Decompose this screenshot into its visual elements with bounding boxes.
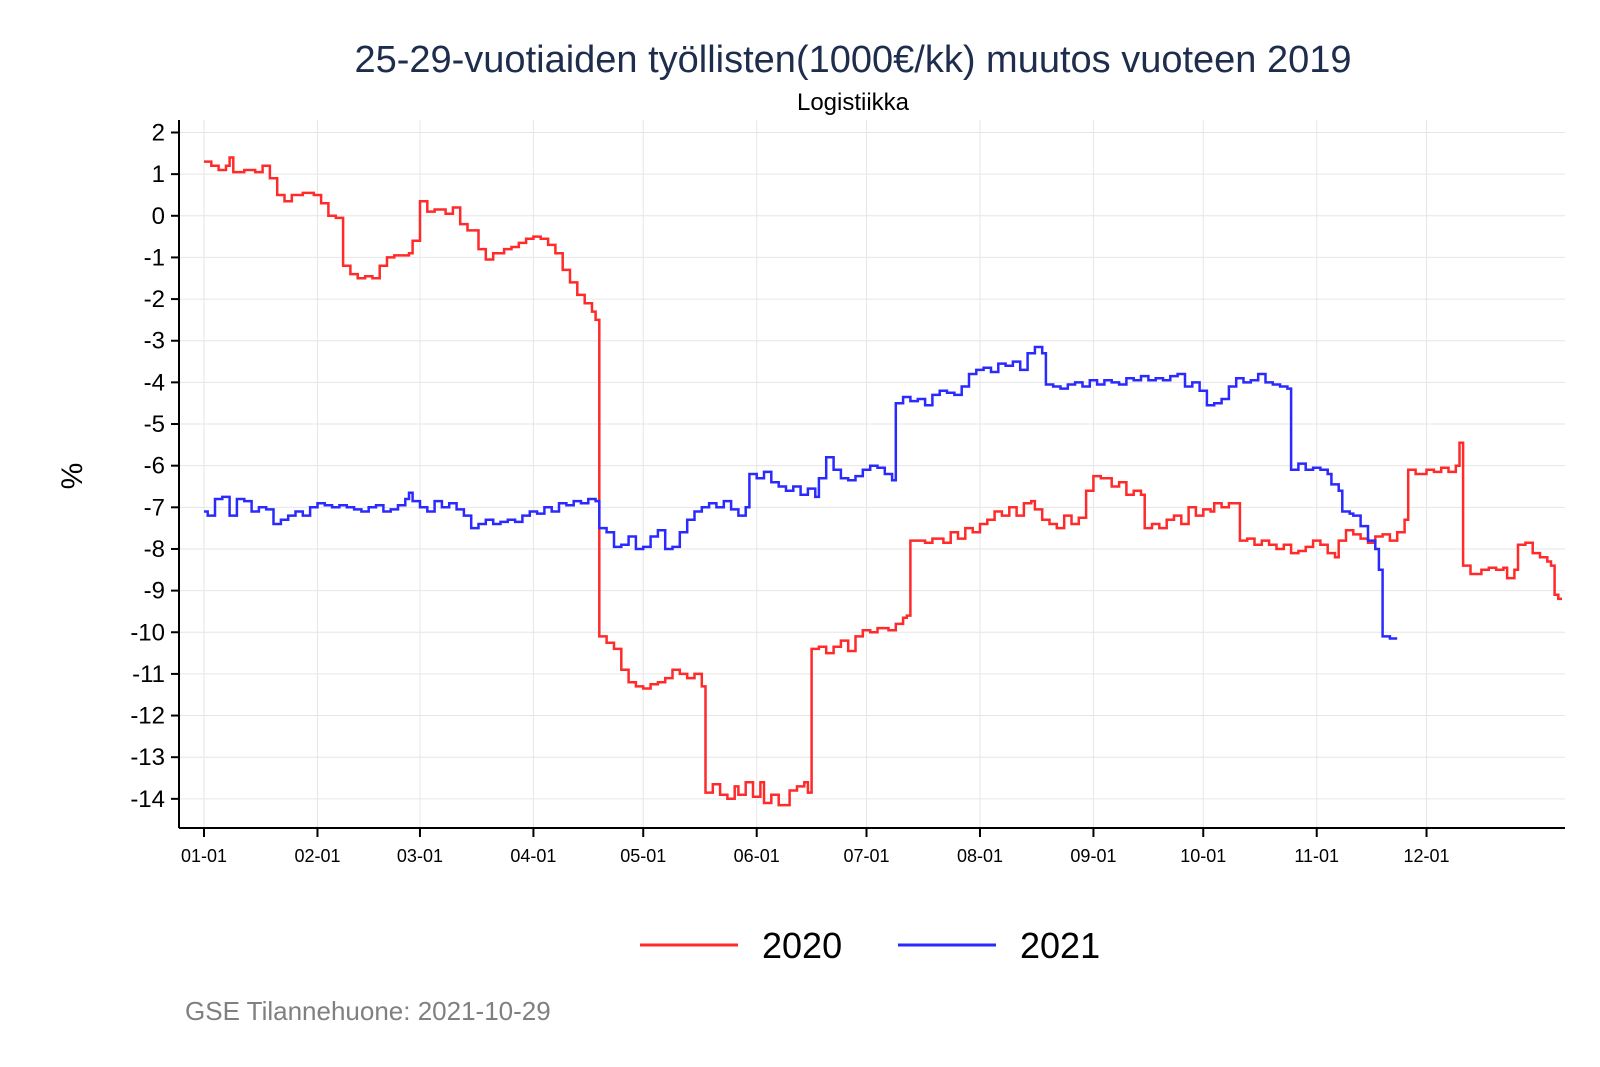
y-tick-label: 0 xyxy=(152,203,165,230)
x-tick-label: 08-01 xyxy=(957,846,1003,866)
y-tick-label: -9 xyxy=(144,578,165,605)
x-tick-label: 09-01 xyxy=(1070,846,1116,866)
axes xyxy=(178,120,1565,829)
x-tick-label: 06-01 xyxy=(734,846,780,866)
x-tick-label: 04-01 xyxy=(510,846,556,866)
y-ticks: 2 1 0 -1 -2 -3 -4 -5 -6 -7 -8 -9 -10 -11 -12 -13 -14 xyxy=(130,119,179,813)
y-tick-label: -2 xyxy=(144,286,165,313)
x-tick-label: 11-01 xyxy=(1294,846,1339,866)
x-tick-label: 03-01 xyxy=(397,846,443,866)
y-tick-label: -8 xyxy=(144,536,165,563)
y-tick-label: 1 xyxy=(152,161,165,188)
y-tick-label: -12 xyxy=(130,703,165,730)
x-tick-label: 07-01 xyxy=(843,846,889,866)
y-tick-label: -5 xyxy=(144,411,165,438)
series-lines xyxy=(204,156,1562,807)
y-tick-label: -14 xyxy=(130,786,165,813)
chart-subtitle: Logistiikka xyxy=(797,89,910,116)
y-tick-label: -1 xyxy=(144,244,165,271)
series-line-2021 xyxy=(204,345,1398,640)
y-tick-label: 2 xyxy=(152,119,165,146)
gridlines xyxy=(179,120,1565,828)
x-tick-label: 01-01 xyxy=(181,846,227,866)
y-tick-label: -4 xyxy=(144,369,165,396)
x-tick-label: 10-01 xyxy=(1180,846,1226,866)
legend: 2020 2021 xyxy=(640,925,1100,966)
y-tick-label: -11 xyxy=(132,661,165,688)
y-tick-label: -6 xyxy=(144,453,165,480)
y-tick-label: -7 xyxy=(144,494,165,521)
x-tick-label: 02-01 xyxy=(294,846,340,866)
series-line-2020 xyxy=(204,156,1562,807)
chart-title: 25-29-vuotiaiden työllisten(1000€/kk) mu… xyxy=(354,39,1351,81)
source-note: GSE Tilannehuone: 2021-10-29 xyxy=(185,996,551,1026)
x-ticks: 01-01 02-01 03-01 04-01 05-01 06-01 07-01 08-01… xyxy=(181,828,1450,866)
y-tick-label: -3 xyxy=(144,328,165,355)
x-tick-label: 12-01 xyxy=(1404,846,1450,866)
legend-label-2021: 2021 xyxy=(1020,925,1100,966)
y-tick-label: -10 xyxy=(130,619,165,646)
y-axis-label: % xyxy=(56,463,89,490)
y-tick-label: -13 xyxy=(130,744,165,771)
x-tick-label: 05-01 xyxy=(620,846,666,866)
legend-label-2020: 2020 xyxy=(762,925,842,966)
